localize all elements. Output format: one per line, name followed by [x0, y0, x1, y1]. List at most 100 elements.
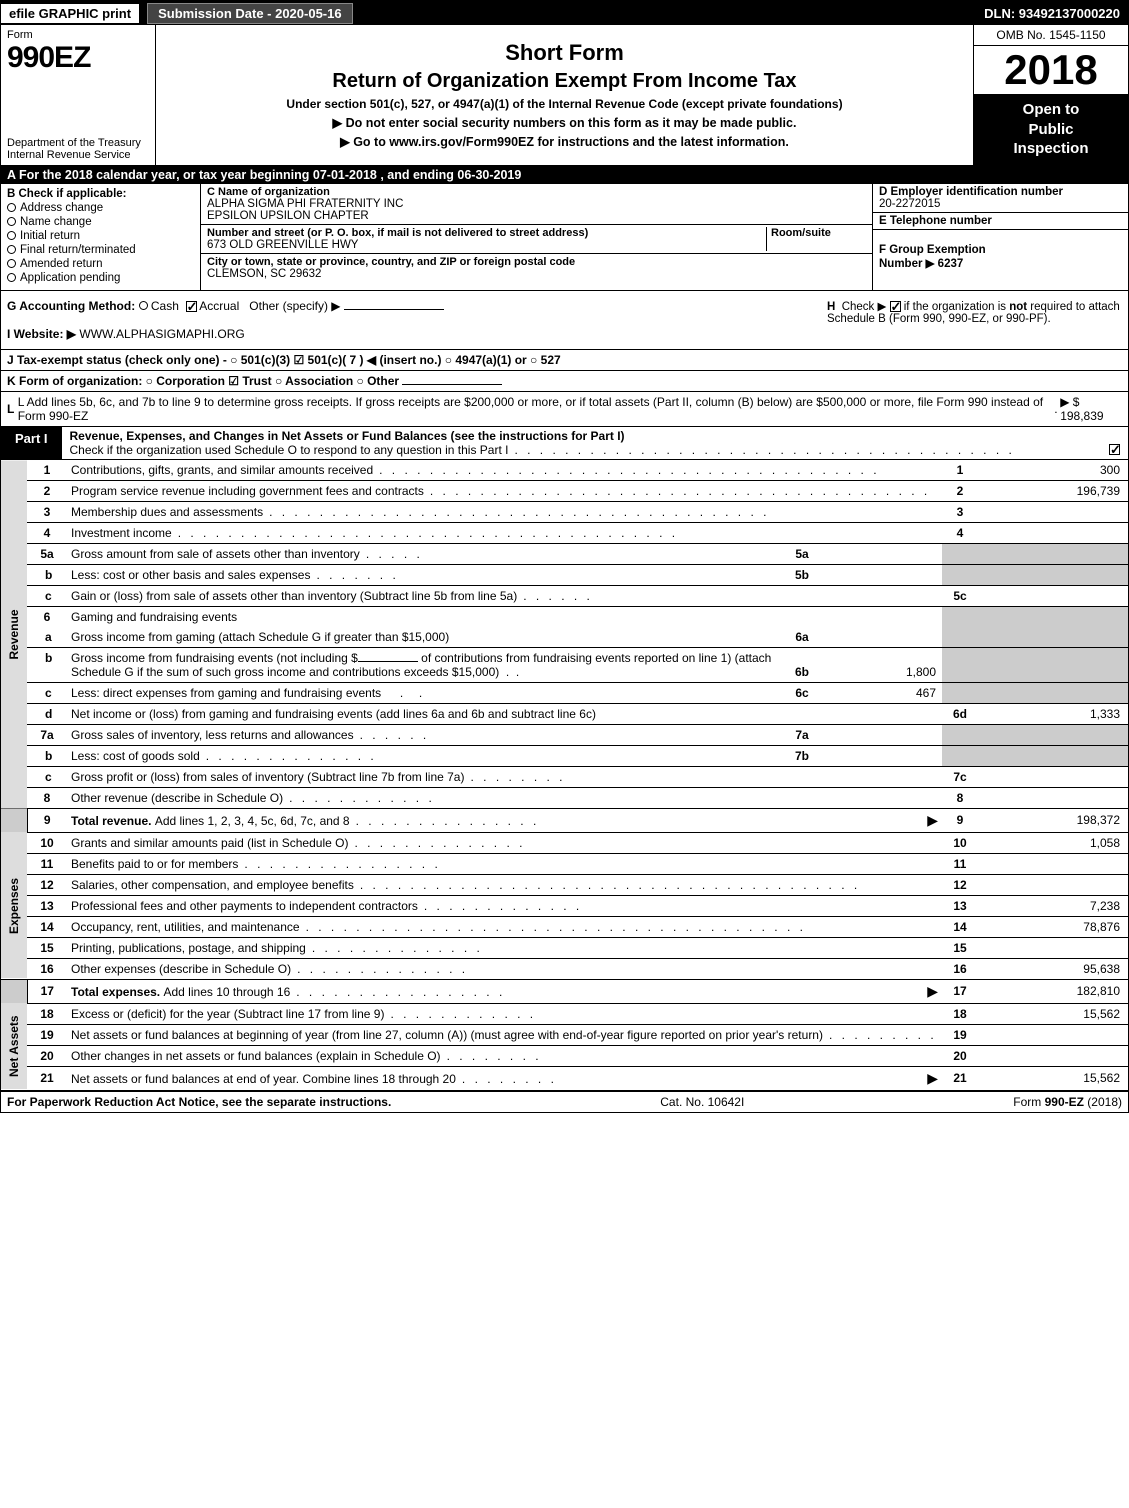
rt-val	[978, 874, 1128, 895]
check-address-change[interactable]: Address change	[7, 202, 194, 214]
line-num: 6	[27, 606, 67, 627]
rt-val: 7,238	[978, 895, 1128, 916]
line-desc: Other changes in net assets or fund bala…	[71, 1049, 441, 1063]
dots: . . . . . . . .	[456, 1072, 927, 1086]
dots: . . . . . . . . . . . . . . . . . . . . …	[373, 463, 938, 477]
rt-shaded	[978, 682, 1128, 703]
rt-val	[978, 787, 1128, 808]
contributions-input[interactable]	[358, 661, 418, 662]
tax-year-row: A For the 2018 calendar year, or tax yea…	[1, 166, 1128, 184]
dots: . . . . . . . . . . . . . . . . . . . . …	[1048, 402, 1060, 416]
radio-icon	[7, 231, 16, 240]
public-inspection: Open to Public Inspection	[974, 94, 1128, 165]
line-desc: Gross profit or (loss) from sales of inv…	[71, 770, 464, 784]
line-desc: Less: cost or other basis and sales expe…	[71, 568, 310, 582]
rt-val	[978, 766, 1128, 787]
line-desc: Net income or (loss) from gaming and fun…	[71, 707, 596, 721]
rt-num: 21	[942, 1066, 978, 1090]
line-5b: b Less: cost or other basis and sales ex…	[1, 564, 1128, 585]
radio-icon	[7, 245, 16, 254]
org-name-value: ALPHA SIGMA PHI FRATERNITY INC EPSILON U…	[207, 198, 403, 222]
line-desc: Gross sales of inventory, less returns a…	[71, 728, 354, 742]
check-label-text: Amended return	[20, 258, 102, 270]
line-num: 14	[27, 916, 67, 937]
sub-num: 7b	[782, 745, 822, 766]
side-shaded	[1, 979, 27, 1003]
website-value[interactable]: WWW.ALPHASIGMAPHI.ORG	[79, 327, 244, 341]
line-desc: Other revenue (describe in Schedule O)	[71, 791, 283, 805]
rt-val: 15,562	[978, 1066, 1128, 1090]
sub-num: 7a	[782, 724, 822, 745]
part-i-header-row: Part I Revenue, Expenses, and Changes in…	[1, 427, 1128, 460]
dots: . . . . . . . . . . .	[823, 1028, 938, 1042]
line-num: b	[27, 745, 67, 766]
rt-val	[978, 522, 1128, 543]
other-specify-input[interactable]	[344, 309, 444, 310]
line-11: 11 Benefits paid to or for members. . . …	[1, 853, 1128, 874]
rt-shaded	[978, 606, 1128, 627]
ein-label: D Employer identification number	[879, 186, 1063, 198]
cash-option: Cash	[151, 299, 179, 313]
website-label: I Website: ▶	[7, 327, 76, 341]
rt-num: 7c	[942, 766, 978, 787]
sub-val: 1,800	[822, 647, 942, 682]
line-17: 17 Total expenses. Add lines 10 through …	[1, 979, 1128, 1003]
dots: . . . . . . . . . . . . . .	[348, 836, 938, 850]
check-final-return[interactable]: Final return/terminated	[7, 244, 194, 256]
sub-val	[822, 564, 942, 585]
dots: . . . . . . . . . . . . . . . . . . . . …	[508, 443, 1109, 457]
line-num: 7a	[27, 724, 67, 745]
line-desc: Grants and similar amounts paid (list in…	[71, 836, 348, 850]
accounting-label: G Accounting Method:	[7, 299, 135, 313]
arrow-icon: ▶	[927, 812, 938, 829]
part-i-check-text: Check if the organization used Schedule …	[70, 443, 509, 457]
rt-val: 1,058	[978, 832, 1128, 853]
rt-num: 20	[942, 1045, 978, 1066]
dots: . . . . . .	[517, 589, 938, 603]
omb-number: OMB No. 1545-1150	[974, 25, 1128, 46]
rt-num: 2	[942, 480, 978, 501]
expenses-side-label: Expenses	[1, 832, 27, 979]
dots: . . . . . .	[354, 728, 778, 742]
rt-shaded	[942, 627, 978, 648]
dots: . . . . . . . . . . . . . .	[291, 962, 938, 976]
line-num: 20	[27, 1045, 67, 1066]
rt-val: 182,810	[978, 979, 1128, 1003]
line-num: 2	[27, 480, 67, 501]
check-initial-return[interactable]: Initial return	[7, 230, 194, 242]
group-exemption: F Group Exemption Number ▶ 6237	[879, 244, 986, 270]
dots: . . . . . . . . . . . . . . . . . . . . …	[172, 526, 938, 540]
radio-icon	[7, 217, 16, 226]
line-num: 8	[27, 787, 67, 808]
check-amended-return[interactable]: Amended return	[7, 258, 194, 270]
line-num: 15	[27, 937, 67, 958]
other-org-input[interactable]	[402, 384, 502, 385]
check-name-change[interactable]: Name change	[7, 216, 194, 228]
schedule-o-checkbox[interactable]	[1109, 444, 1120, 455]
short-form-title: Short Form	[164, 40, 965, 66]
dots: . . . . . . . . . . . . . . . . . . . . …	[354, 878, 938, 892]
efile-print-button[interactable]: efile GRAPHIC print	[1, 4, 139, 23]
check-application-pending[interactable]: Application pending	[7, 272, 194, 284]
schedule-b-checkbox[interactable]	[890, 301, 901, 312]
rt-num: 17	[942, 979, 978, 1003]
line-7a: 7a Gross sales of inventory, less return…	[1, 724, 1128, 745]
rt-shaded	[978, 627, 1128, 648]
rt-num: 5c	[942, 585, 978, 606]
radio-icon[interactable]	[139, 301, 148, 310]
line-desc: Printing, publications, postage, and shi…	[71, 941, 306, 955]
line-num: 3	[27, 501, 67, 522]
line-num: d	[27, 703, 67, 724]
rt-val	[978, 853, 1128, 874]
phone-label: E Telephone number	[879, 215, 992, 227]
line-6: 6 Gaming and fundraising events	[1, 606, 1128, 627]
line-19: 19 Net assets or fund balances at beginn…	[1, 1024, 1128, 1045]
line-5c: c Gain or (loss) from sale of assets oth…	[1, 585, 1128, 606]
arrow-icon: ▶	[927, 1070, 938, 1087]
line-desc-1: Gross income from fundraising events (no…	[71, 651, 358, 665]
accrual-checkbox[interactable]	[186, 301, 197, 312]
row-h: H Check ▶ if the organization is not req…	[827, 299, 1122, 341]
catalog-number: Cat. No. 10642I	[660, 1095, 744, 1109]
instructions-link[interactable]: ▶ Go to www.irs.gov/Form990EZ for instru…	[164, 134, 965, 149]
rt-num: 1	[942, 460, 978, 481]
